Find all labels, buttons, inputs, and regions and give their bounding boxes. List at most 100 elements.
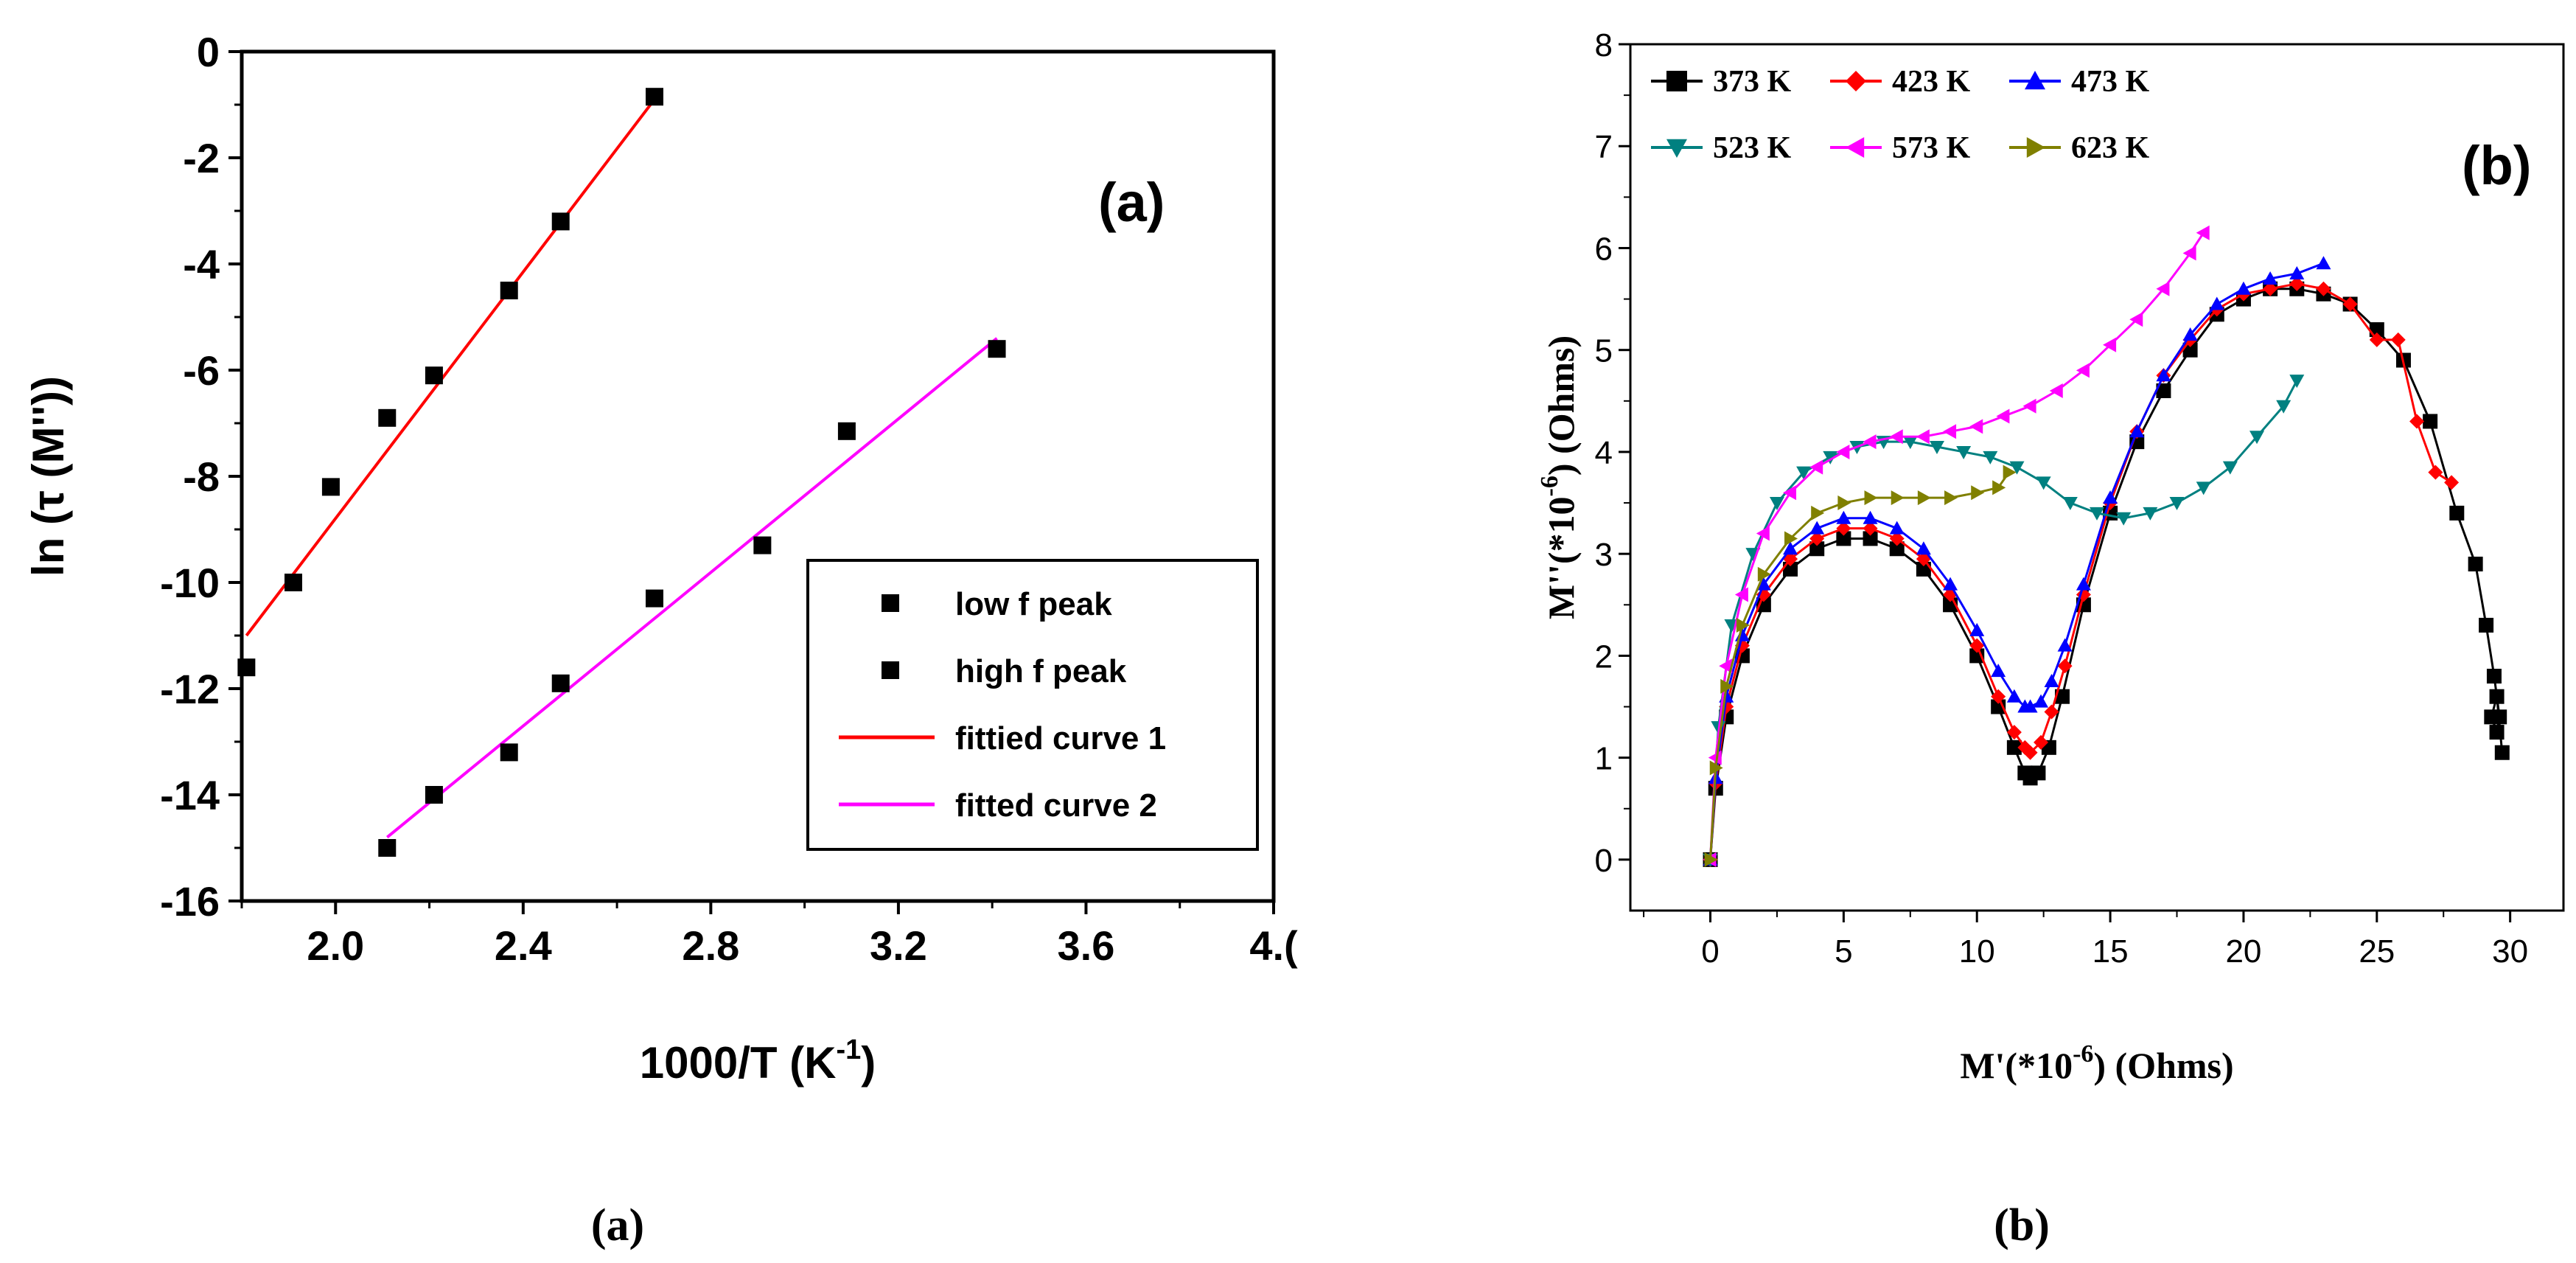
y-tick-label: -14	[160, 772, 220, 818]
y-tick-label: 0	[1595, 843, 1613, 879]
data-point	[378, 408, 397, 427]
data-point	[2289, 375, 2305, 389]
legend-label: high f peak	[955, 653, 1127, 689]
data-point	[1809, 541, 1825, 557]
data-point	[2489, 725, 2505, 740]
data-point	[1719, 658, 1733, 674]
data-point	[2263, 281, 2278, 296]
data-point	[2036, 476, 2051, 490]
data-point	[1783, 485, 1797, 501]
data-point	[1996, 408, 2010, 424]
data-point	[2222, 461, 2238, 475]
data-point	[1836, 521, 1851, 536]
data-point	[1889, 531, 1905, 546]
data-point	[1809, 459, 1823, 475]
data-point	[1992, 480, 2006, 495]
data-point	[1929, 441, 1944, 455]
data-point	[2006, 725, 2022, 740]
y-tick-label: 7	[1595, 129, 1613, 165]
data-point	[1736, 617, 1750, 633]
data-point	[1784, 531, 1798, 546]
data-point	[2316, 281, 2331, 296]
data-point	[2342, 296, 2358, 312]
data-point	[2196, 225, 2210, 240]
data-point	[237, 658, 256, 677]
data-point	[988, 340, 1006, 358]
data-point	[2022, 398, 2036, 414]
y-tick-label: -12	[160, 666, 220, 712]
data-point	[2276, 400, 2291, 414]
data-point	[2182, 327, 2198, 341]
legend-label: fittied curve 1	[955, 720, 1166, 756]
panel-label: (a)	[1098, 172, 1165, 233]
data-point	[1969, 638, 1985, 653]
data-point	[2076, 577, 2091, 591]
data-point	[1969, 622, 1985, 636]
data-point	[2129, 312, 2143, 327]
data-point	[2263, 271, 2278, 285]
data-point	[1971, 485, 1985, 501]
legend-label: 623 K	[2071, 131, 2150, 165]
plot-frame	[1629, 43, 2565, 912]
data-point	[1863, 510, 1878, 524]
data-point	[1889, 541, 1905, 557]
data-point	[1917, 490, 1931, 506]
y-tick-label: -8	[183, 453, 220, 500]
data-point	[2423, 414, 2438, 429]
data-point	[646, 88, 663, 106]
data-point	[2143, 507, 2158, 521]
data-point	[1809, 521, 1825, 535]
data-point	[2116, 512, 2132, 526]
data-point	[2479, 617, 2494, 633]
data-point	[1902, 436, 1918, 450]
legend: low f peak high f peak fittied curve 1 fitt…	[806, 559, 1259, 851]
x-tick-label: 3.2	[870, 922, 927, 969]
data-point	[2031, 765, 2046, 781]
legend: 373 K 423 K 473 K 523 K 573 K 623 K	[1651, 65, 2150, 165]
data-point	[1704, 852, 1718, 867]
data-point	[2054, 689, 2070, 704]
y-tick-label: 1	[1595, 741, 1613, 777]
data-point	[2006, 689, 2022, 703]
data-point	[1734, 587, 1748, 602]
x-axis-label: M'(*10-6) (Ohms)	[1960, 1040, 2233, 1086]
data-point	[2044, 704, 2059, 720]
data-point	[2249, 431, 2265, 445]
data-point	[2489, 689, 2505, 704]
data-point	[1796, 466, 1812, 480]
data-point	[2209, 296, 2224, 310]
legend-marker	[1846, 137, 1865, 158]
legend-marker	[2025, 71, 2045, 90]
x-tick-label: 5	[1835, 933, 1852, 970]
data-point	[2182, 246, 2196, 261]
data-point	[2444, 475, 2460, 490]
x-tick-label: 0	[1701, 933, 1719, 970]
series-line	[1709, 262, 2324, 860]
data-point	[285, 574, 302, 591]
y-tick-label: -16	[160, 878, 220, 925]
data-point	[1863, 434, 1877, 450]
x-tick-label: 25	[2359, 933, 2395, 970]
data-point	[2156, 383, 2171, 398]
x-tick-label: 2.8	[682, 922, 739, 969]
data-point	[2316, 256, 2331, 270]
y-tick-label: -10	[160, 560, 220, 606]
y-tick-label: 6	[1595, 231, 1613, 267]
data-point	[500, 282, 518, 299]
legend-marker	[1846, 71, 1866, 91]
y-axis-label: M''(*10-6) (Ohms)	[1536, 335, 1582, 619]
data-point	[425, 786, 443, 804]
data-point	[500, 743, 518, 762]
data-point	[1916, 429, 1930, 445]
data-point	[1956, 445, 1972, 459]
panel-label: (b)	[2462, 135, 2532, 196]
x-tick-label: 20	[2225, 933, 2261, 970]
data-point	[2156, 368, 2171, 382]
y-tick-label: -2	[183, 135, 220, 181]
data-point	[2057, 638, 2073, 652]
data-point	[646, 589, 663, 608]
data-point	[2103, 337, 2117, 352]
y-tick-label: -6	[183, 347, 220, 394]
data-point	[551, 212, 570, 231]
data-point	[837, 422, 856, 440]
